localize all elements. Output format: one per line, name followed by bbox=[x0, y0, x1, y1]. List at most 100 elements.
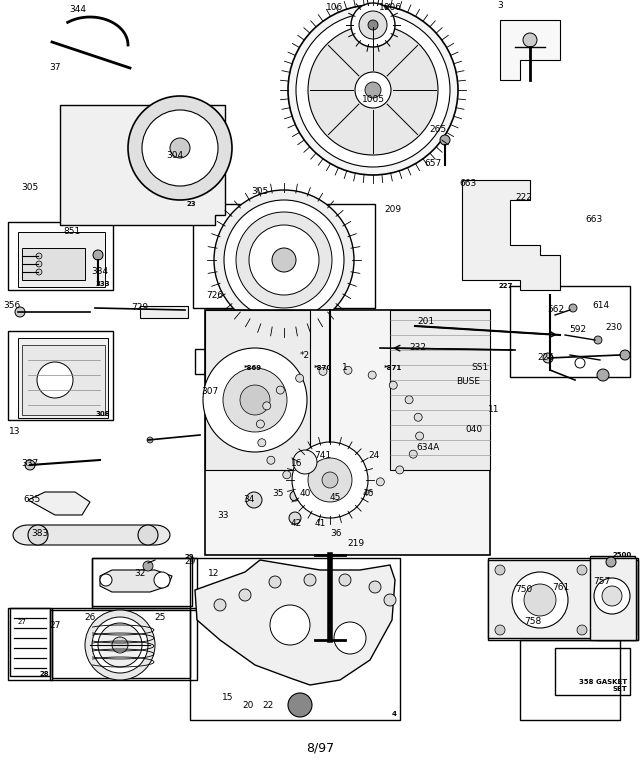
Text: 337: 337 bbox=[21, 460, 38, 469]
Circle shape bbox=[270, 605, 310, 645]
Circle shape bbox=[369, 581, 381, 593]
Text: 758: 758 bbox=[524, 617, 541, 626]
Circle shape bbox=[319, 368, 327, 375]
Circle shape bbox=[304, 574, 316, 586]
Circle shape bbox=[100, 574, 112, 586]
Circle shape bbox=[138, 525, 158, 545]
Circle shape bbox=[289, 512, 301, 524]
Bar bbox=[18, 232, 105, 287]
Text: 562: 562 bbox=[547, 305, 564, 314]
Circle shape bbox=[495, 625, 505, 635]
Circle shape bbox=[36, 253, 42, 259]
Bar bbox=[520, 640, 620, 720]
Bar bbox=[193, 204, 375, 308]
Circle shape bbox=[594, 336, 602, 344]
Circle shape bbox=[337, 491, 347, 501]
Circle shape bbox=[36, 261, 42, 267]
Text: 23: 23 bbox=[186, 201, 196, 207]
Text: 761: 761 bbox=[552, 584, 570, 593]
Circle shape bbox=[296, 374, 303, 382]
Bar bbox=[10, 608, 50, 676]
Bar bbox=[583, 565, 636, 635]
Text: 305: 305 bbox=[252, 187, 269, 196]
Circle shape bbox=[575, 358, 585, 368]
Text: 305: 305 bbox=[21, 183, 38, 193]
Circle shape bbox=[389, 381, 397, 389]
Circle shape bbox=[214, 599, 226, 611]
Circle shape bbox=[339, 574, 351, 586]
Text: 42: 42 bbox=[291, 520, 301, 528]
Circle shape bbox=[322, 472, 338, 488]
Text: 040: 040 bbox=[465, 425, 483, 435]
Circle shape bbox=[36, 269, 42, 275]
Polygon shape bbox=[13, 525, 170, 545]
Circle shape bbox=[258, 439, 266, 447]
Circle shape bbox=[409, 451, 417, 458]
Text: 232: 232 bbox=[410, 343, 426, 352]
Text: 4: 4 bbox=[392, 711, 397, 717]
Text: 344: 344 bbox=[70, 5, 86, 14]
Circle shape bbox=[351, 3, 395, 47]
Bar bbox=[205, 310, 490, 555]
Circle shape bbox=[577, 625, 587, 635]
Circle shape bbox=[276, 386, 284, 394]
Text: 729: 729 bbox=[131, 304, 148, 313]
Circle shape bbox=[440, 135, 450, 145]
Text: 13: 13 bbox=[9, 428, 20, 437]
Text: 11: 11 bbox=[488, 406, 500, 415]
Text: BUSE: BUSE bbox=[456, 377, 480, 387]
Circle shape bbox=[283, 471, 291, 479]
Text: 334: 334 bbox=[92, 268, 109, 276]
Circle shape bbox=[569, 304, 577, 312]
Bar bbox=[390, 310, 490, 470]
Text: 635: 635 bbox=[24, 495, 40, 505]
Bar bbox=[18, 338, 108, 418]
Circle shape bbox=[355, 72, 391, 108]
Bar bbox=[140, 306, 188, 318]
Polygon shape bbox=[60, 105, 225, 225]
Circle shape bbox=[577, 565, 587, 575]
Text: 33: 33 bbox=[217, 511, 228, 521]
Circle shape bbox=[142, 110, 218, 186]
Circle shape bbox=[292, 442, 368, 518]
Bar bbox=[590, 558, 636, 640]
Polygon shape bbox=[28, 492, 90, 515]
Text: 27: 27 bbox=[49, 622, 61, 631]
Text: 27: 27 bbox=[17, 619, 26, 625]
Text: 225: 225 bbox=[538, 354, 554, 362]
Circle shape bbox=[290, 491, 300, 501]
Circle shape bbox=[269, 576, 281, 588]
Text: 37: 37 bbox=[49, 63, 61, 72]
Text: 265: 265 bbox=[429, 126, 447, 135]
Bar bbox=[8, 331, 113, 420]
Text: 24: 24 bbox=[369, 451, 380, 460]
Text: 1006: 1006 bbox=[378, 4, 401, 12]
Text: 663: 663 bbox=[460, 180, 477, 189]
Text: 35: 35 bbox=[272, 489, 284, 498]
Circle shape bbox=[143, 561, 153, 571]
Circle shape bbox=[543, 353, 553, 363]
Bar bbox=[335, 349, 405, 374]
Text: 32: 32 bbox=[134, 569, 146, 578]
Bar bbox=[8, 608, 52, 680]
Text: 201: 201 bbox=[417, 317, 435, 326]
Text: 29: 29 bbox=[184, 556, 196, 565]
Bar bbox=[190, 558, 400, 720]
Bar bbox=[205, 310, 310, 470]
Circle shape bbox=[308, 458, 352, 502]
Text: 40: 40 bbox=[300, 489, 310, 498]
Text: 356: 356 bbox=[3, 301, 20, 310]
Text: 757: 757 bbox=[593, 578, 611, 587]
Text: 20: 20 bbox=[243, 702, 253, 711]
Text: *871: *871 bbox=[384, 365, 402, 371]
Text: SS1: SS1 bbox=[472, 364, 488, 372]
Text: 22: 22 bbox=[262, 702, 274, 711]
Text: 41: 41 bbox=[314, 520, 326, 528]
Circle shape bbox=[223, 368, 287, 432]
Circle shape bbox=[170, 138, 190, 158]
Circle shape bbox=[313, 503, 323, 513]
Polygon shape bbox=[195, 560, 395, 685]
Text: 25: 25 bbox=[154, 613, 166, 622]
Bar bbox=[52, 608, 190, 678]
Text: 8/97: 8/97 bbox=[306, 741, 334, 754]
